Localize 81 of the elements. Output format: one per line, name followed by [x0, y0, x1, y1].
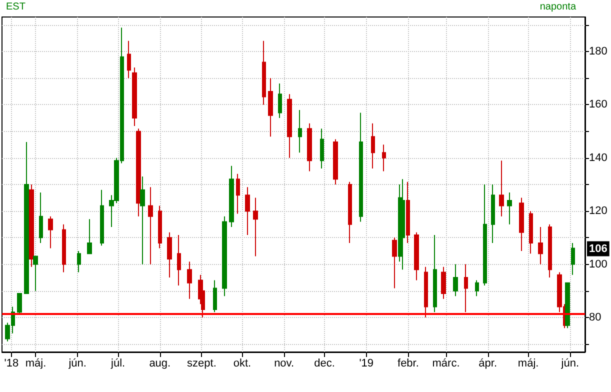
candlestick — [433, 234, 437, 313]
candlestick — [529, 210, 533, 254]
x-tick-label: szept. — [187, 358, 216, 370]
candlestick — [222, 216, 227, 297]
candlestick — [392, 237, 397, 289]
x-tick-label: dec. — [314, 358, 335, 370]
candlestick — [464, 264, 468, 313]
candlestick — [187, 261, 192, 300]
candlestick — [424, 266, 428, 318]
candlestick — [333, 138, 338, 185]
candlestick — [548, 224, 552, 278]
candlestick — [127, 40, 131, 79]
candlestick — [519, 197, 524, 252]
candlestick — [262, 40, 266, 106]
candlestick — [253, 197, 258, 257]
candlestick — [229, 165, 234, 228]
y-tick-label: 100 — [589, 258, 608, 270]
candlestick — [538, 226, 543, 265]
candlestick — [441, 266, 446, 300]
x-tick-label: '18 — [4, 358, 19, 370]
y-tick-label: 140 — [589, 152, 608, 164]
candlestick — [307, 122, 312, 172]
candlestick — [177, 234, 181, 286]
candlestick — [24, 141, 29, 294]
candlestick — [62, 224, 66, 273]
candlestick — [382, 144, 386, 172]
x-tick-label: ápr. — [478, 358, 498, 370]
x-tick-label: jún. — [68, 358, 86, 370]
candlestick — [453, 264, 458, 297]
candlestick — [287, 94, 292, 158]
candlestick — [77, 250, 81, 273]
x-tick-label: febr. — [398, 358, 419, 370]
candlestick — [406, 181, 410, 244]
candlestick — [245, 186, 250, 236]
candlestick — [167, 232, 172, 278]
candlestick — [29, 184, 34, 268]
candlestick — [491, 184, 495, 244]
y-tick-label: 180 — [589, 46, 608, 58]
candlestick — [320, 128, 324, 170]
candlestick — [348, 181, 352, 244]
text: naponta — [540, 2, 576, 12]
candlestick — [401, 178, 405, 270]
candlestick — [298, 110, 302, 154]
candlestick — [371, 122, 375, 170]
y-tick-label: 160 — [589, 98, 608, 111]
x-tick-label: nov. — [274, 358, 294, 370]
candlestick — [565, 282, 570, 329]
candlestick — [17, 293, 22, 316]
y-tick-label: 120 — [589, 205, 608, 218]
text: EST — [6, 2, 26, 12]
candlestick — [213, 280, 217, 313]
annotation: 106 — [589, 242, 608, 255]
x-tick-label: '19 — [359, 358, 374, 370]
candlestick — [483, 184, 487, 286]
candlestick — [414, 232, 419, 281]
candlestick — [39, 192, 43, 244]
x-tick-label: júl. — [110, 358, 126, 370]
candlestick — [48, 216, 53, 249]
candlestick — [236, 173, 240, 214]
candlestick — [499, 160, 504, 217]
x-tick-label: jún. — [560, 358, 580, 370]
x-tick-label: máj. — [518, 358, 539, 370]
candlestick — [33, 256, 38, 292]
y-tick-label: 80 — [589, 311, 602, 324]
candlestick — [136, 128, 141, 217]
candlestick — [148, 186, 153, 265]
candlestick — [100, 189, 104, 246]
candlestick — [132, 67, 137, 127]
candlestick — [359, 112, 363, 222]
candlestick — [87, 218, 92, 254]
candlestick — [507, 192, 512, 225]
candlestick — [140, 176, 145, 265]
x-tick-label: aug. — [149, 358, 171, 370]
candlestick — [475, 280, 479, 297]
x-tick-label: okt. — [233, 358, 252, 370]
x-tick-label: máj. — [25, 358, 46, 370]
candlestick — [278, 82, 282, 119]
candlestick — [158, 205, 162, 249]
x-tick-label: márc. — [432, 358, 460, 370]
candlestick — [571, 242, 575, 276]
candlestick — [268, 78, 273, 138]
